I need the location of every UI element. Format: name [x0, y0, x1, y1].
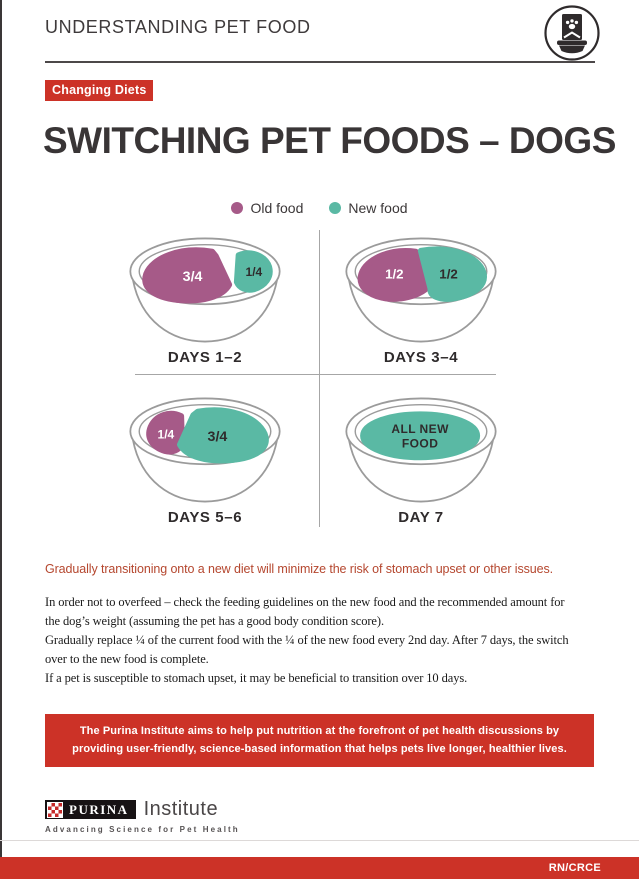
legend-label: New food [348, 200, 408, 216]
old-food-portion [357, 248, 429, 302]
old-food-portion [142, 247, 233, 304]
institute-text: Institute [143, 798, 219, 820]
purina-wordmark: PURINA [45, 800, 136, 819]
new-food-portion [360, 411, 481, 461]
new-food-portion [177, 407, 269, 464]
legend-label: Old food [250, 200, 304, 216]
portion-label: 1/4 [246, 265, 263, 279]
bowl-inner-rim [354, 243, 488, 299]
page-title: SWITCHING PET FOODS – DOGS [43, 120, 616, 161]
new-food-portion [417, 246, 487, 302]
portion-label: 3/4 [208, 429, 228, 445]
body-paragraph: Gradually replace ¼ of the current food … [45, 633, 569, 666]
portion-label: 3/4 [183, 269, 203, 285]
bowl-caption: DAYS 1–2 [167, 349, 243, 366]
bowl-days-5-6: 1/4 3/4 DAYS 5–6 [125, 394, 285, 526]
highlight-sentence: Gradually transitioning onto a new diet … [45, 562, 553, 576]
bottom-code-bar: RN/CRCE [0, 857, 639, 879]
old-food-dot-icon [231, 202, 244, 214]
old-food-portion [146, 410, 185, 455]
legend-item-old-food: Old food [231, 200, 303, 216]
legend: Old food New food [0, 200, 639, 216]
pet-food-bag-and-bowl-icon [542, 3, 602, 63]
callout-line: providing user-friendly, science-based i… [72, 742, 567, 755]
portion-label: 1/2 [385, 266, 404, 281]
body-paragraph: In order not to overfeed – check the fee… [45, 595, 565, 628]
callout-line: The Purina Institute aims to help put nu… [79, 724, 560, 737]
new-food-dot-icon [329, 202, 342, 214]
portion-label: 1/4 [158, 427, 175, 441]
bowl-caption: DAYS 5–6 [167, 509, 243, 526]
bowl-caption: DAYS 3–4 [383, 349, 459, 366]
bowl-caption: DAY 7 [398, 509, 444, 526]
portion-label: ALL NEW [391, 422, 449, 436]
diagram-vertical-divider [319, 230, 320, 527]
header-divider [45, 61, 595, 63]
footer-divider [0, 840, 639, 841]
portion-label: FOOD [402, 436, 438, 450]
purina-institute-callout: The Purina Institute aims to help put nu… [45, 714, 594, 767]
document-code: RN/CRCE [548, 862, 601, 874]
bowl-day-7: ALL NEW FOOD DAY 7 [341, 394, 501, 526]
bowl-days-3-4: 1/2 1/2 DAYS 3–4 [341, 234, 501, 366]
logo-tagline: Advancing Science for Pet Health [45, 825, 240, 834]
page-header-title: UNDERSTANDING PET FOOD [45, 17, 311, 37]
diagram-horizontal-divider [135, 374, 496, 375]
purina-checkerboard-icon [47, 801, 63, 818]
body-paragraph: If a pet is susceptible to stomach upset… [45, 671, 468, 685]
purina-brand-text: PURINA [69, 801, 129, 817]
legend-item-new-food: New food [329, 200, 408, 216]
portion-label: 1/2 [439, 266, 458, 281]
section-badge: Changing Diets [45, 80, 154, 101]
scan-edge-line [0, 0, 2, 857]
new-food-portion [233, 250, 273, 293]
purina-institute-logo: PURINA Institute Advancing Science for P… [45, 799, 240, 834]
bowl-days-1-2: 3/4 1/4 DAYS 1–2 [125, 234, 285, 366]
